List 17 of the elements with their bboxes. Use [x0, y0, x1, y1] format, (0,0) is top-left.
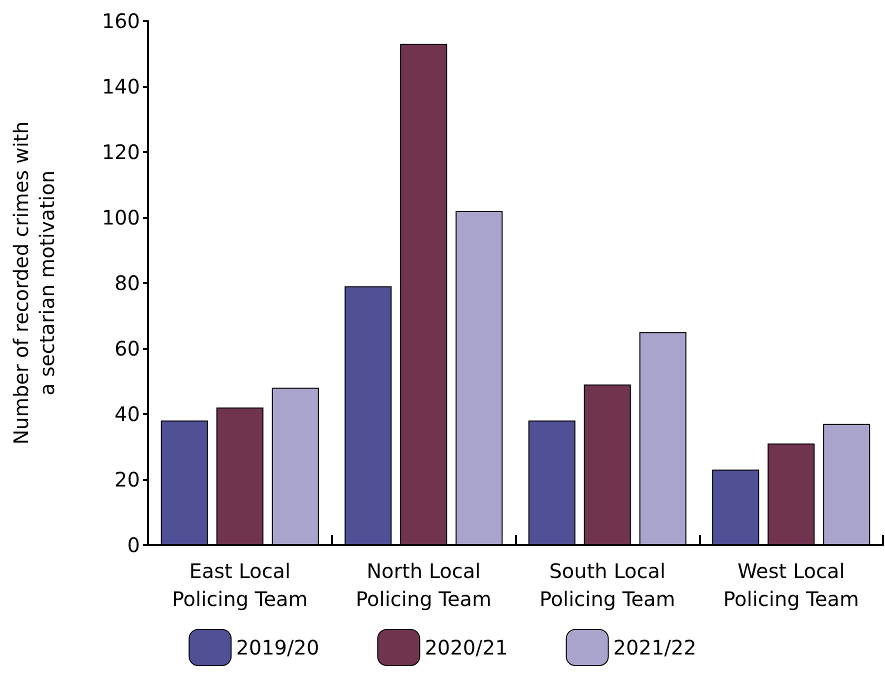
y-tick-label: 60 — [114, 336, 140, 360]
y-tick-label: 120 — [102, 140, 140, 164]
y-axis-title: Number of recorded crimes with a sectarian motivation — [9, 121, 59, 445]
legend-label: 2020/21 — [424, 636, 508, 660]
y-tick-label: 0 — [127, 533, 140, 557]
x-tick-label: East Local Policing Team — [172, 559, 308, 611]
y-tick-label: 160 — [102, 9, 140, 33]
x-tick-label: West Local Policing Team — [723, 559, 860, 611]
x-tick-label: North Local Policing Team — [356, 559, 492, 611]
legend-label: 2019/20 — [236, 636, 320, 660]
y-tick-label: 40 — [114, 402, 140, 426]
y-tick-label: 80 — [114, 271, 140, 295]
y-tick-label: 100 — [102, 206, 140, 230]
y-tick-label: 20 — [114, 468, 140, 492]
legend-label: 2021/22 — [613, 636, 696, 660]
y-tick-label: 140 — [102, 74, 140, 98]
x-tick-label: South Local Policing Team — [539, 559, 676, 611]
